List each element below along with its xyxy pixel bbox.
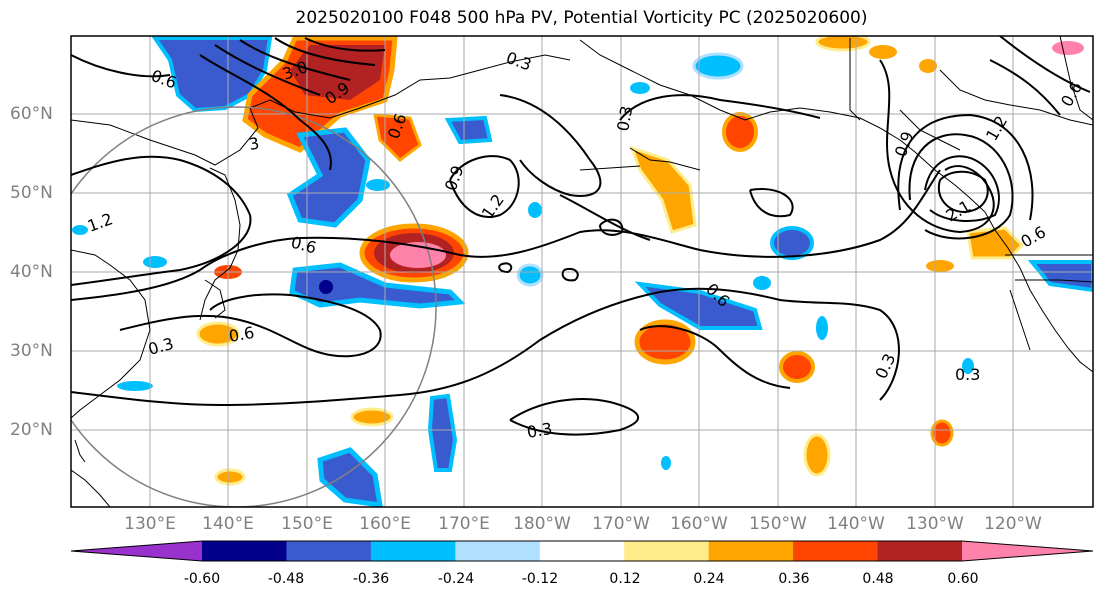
colorbar-tick-label: -0.36: [352, 571, 390, 587]
colorbar-outline: [70, 540, 1094, 562]
map-frame: [70, 35, 1094, 508]
negative-anomaly-region: [286, 127, 371, 228]
colorbar-extend-min: [71, 541, 202, 561]
colorbar-segment: [877, 541, 963, 561]
negative-anomaly-region: [816, 316, 828, 340]
negative-anomaly-region: [317, 447, 383, 507]
negative-anomaly-region: [634, 281, 763, 330]
lon-label: 120°W: [984, 514, 1042, 534]
pv-anomaly-shading: [72, 36, 1093, 507]
colorbar-tick-label: 0.24: [693, 571, 725, 587]
positive-anomaly-region: [926, 260, 954, 272]
colorbar-tick-label: 0.12: [609, 571, 641, 587]
reference-circle: [71, 106, 437, 507]
lon-label: 140°E: [202, 514, 254, 534]
colorbar-segment: [202, 541, 287, 561]
lat-label: 50°N: [10, 183, 53, 203]
negative-anomaly-region: [661, 456, 671, 470]
contour-label: 0.3: [613, 104, 636, 132]
colorbar-segment: [793, 541, 879, 561]
lat-label: 40°N: [10, 262, 53, 282]
contour-label: 3: [247, 133, 260, 153]
colorbar-tick-label: -0.24: [437, 571, 475, 587]
negative-anomaly-region: [289, 262, 466, 309]
lon-label: 160°E: [359, 514, 411, 534]
negative-anomaly-region: [444, 115, 493, 145]
lon-label: 180°W: [513, 514, 571, 534]
lon-label: 160°W: [670, 514, 728, 534]
colorbar-segment: [455, 541, 541, 561]
negative-anomaly-region: [770, 226, 814, 260]
lon-label: 140°W: [827, 514, 885, 534]
lat-label: 20°N: [10, 420, 53, 440]
negative-anomaly-region: [1052, 41, 1084, 55]
negative-anomaly-region: [528, 202, 542, 218]
negative-anomaly-region: [72, 225, 88, 235]
gridlines: [71, 36, 1093, 507]
positive-anomaly-region: [779, 351, 815, 383]
negative-anomaly-region: [630, 82, 650, 94]
positive-anomaly-region: [869, 45, 897, 59]
lat-label: 60°N: [10, 104, 53, 124]
colorbar-segment: [539, 541, 625, 561]
colorbar-segment: [286, 541, 372, 561]
negative-anomaly-region: [427, 393, 458, 472]
colorbar-segment: [624, 541, 710, 561]
positive-anomaly-region: [803, 433, 831, 477]
colorbar-tick-label: -0.48: [267, 571, 305, 587]
negative-anomaly-region: [962, 358, 974, 374]
positive-anomaly-region: [919, 59, 937, 73]
negative-anomaly-region: [753, 276, 771, 290]
positive-anomaly-region: [350, 407, 394, 427]
lon-label: 130°E: [124, 514, 176, 534]
lat-label: 30°N: [10, 341, 53, 361]
colorbar-tick-label: 0.48: [862, 571, 894, 587]
lon-label: 150°W: [749, 514, 807, 534]
contour-label: 0.6: [227, 323, 255, 346]
colorbar-tick-label: -0.12: [521, 571, 559, 587]
positive-anomaly-region: [634, 319, 696, 365]
negative-anomaly-core: [319, 280, 333, 294]
pv-contours: [71, 36, 1091, 436]
contour-label: 0.3: [955, 365, 980, 384]
contour-label: 0.3: [525, 419, 553, 442]
positive-anomaly-region: [373, 113, 422, 162]
negative-anomaly-region: [117, 381, 153, 391]
negative-anomaly-region: [692, 52, 744, 80]
colorbar-segment: [708, 541, 794, 561]
negative-anomaly-region: [1027, 260, 1093, 293]
lon-label: 170°W: [592, 514, 650, 534]
positive-anomaly-region: [722, 112, 758, 152]
negative-anomaly-region: [516, 263, 544, 287]
lon-label: 170°E: [438, 514, 490, 534]
lon-label: 130°W: [906, 514, 964, 534]
colorbar-extend-max: [962, 541, 1093, 561]
negative-anomaly-region: [366, 179, 390, 191]
colorbar: [70, 540, 1094, 562]
colorbar-tick-label: 0.36: [778, 571, 810, 587]
colorbar-tick-label: 0.60: [947, 571, 979, 587]
positive-anomaly-region: [930, 419, 954, 447]
positive-anomaly-region: [214, 468, 246, 486]
negative-anomaly-region: [143, 256, 167, 268]
positive-anomaly-core: [290, 45, 385, 100]
colorbar-tick-label: -0.60: [183, 571, 221, 587]
map-title: 2025020100 F048 500 hPa PV, Potential Vo…: [295, 8, 868, 28]
positive-anomaly-region: [629, 145, 697, 234]
lon-label: 150°E: [281, 514, 333, 534]
colorbar-segment: [370, 541, 456, 561]
